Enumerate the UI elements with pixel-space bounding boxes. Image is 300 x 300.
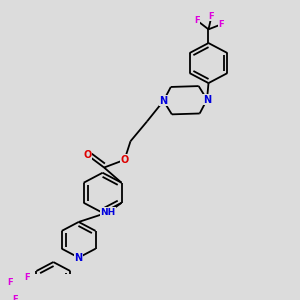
- Text: F: F: [24, 273, 29, 282]
- Text: N: N: [203, 94, 211, 104]
- Text: F: F: [13, 295, 18, 300]
- Text: F: F: [8, 278, 13, 287]
- Text: F: F: [218, 20, 224, 29]
- Text: F: F: [209, 12, 214, 21]
- Text: NH: NH: [100, 208, 116, 217]
- Text: O: O: [120, 155, 129, 165]
- Text: N: N: [75, 253, 83, 262]
- Text: F: F: [194, 16, 200, 25]
- Text: O: O: [83, 150, 92, 160]
- Text: N: N: [159, 96, 168, 106]
